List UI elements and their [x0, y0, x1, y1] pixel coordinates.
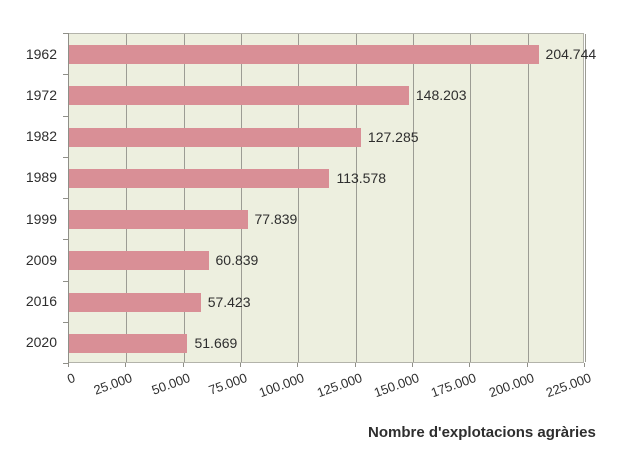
bar-2020 — [69, 333, 188, 353]
x-axis-tick — [469, 363, 471, 367]
bar-value-label: 148.203 — [415, 87, 467, 104]
x-axis-tick — [182, 363, 184, 367]
gridline — [527, 34, 529, 362]
y-axis-label: 1989 — [25, 169, 57, 186]
y-axis-tick — [63, 239, 68, 241]
gridline — [126, 34, 128, 362]
y-axis-tick — [63, 115, 68, 117]
bar-value-label: 113.578 — [336, 169, 387, 186]
x-axis-tick — [526, 363, 528, 367]
y-axis-label: 1972 — [25, 86, 57, 103]
bar-2009 — [69, 251, 209, 271]
y-axis-tick — [63, 321, 68, 323]
gridline — [413, 34, 414, 362]
bar-1982 — [69, 127, 361, 147]
x-axis-tick — [584, 363, 585, 367]
x-axis-tick — [412, 363, 413, 367]
bar-value-label: 127.285 — [367, 128, 419, 145]
gridline — [298, 34, 300, 362]
x-axis-tick — [240, 363, 241, 367]
y-axis-label: 2016 — [25, 293, 57, 310]
bar-value-label: 77.839 — [254, 211, 298, 228]
y-axis-label: 1982 — [25, 128, 57, 145]
y-axis-tick — [63, 156, 68, 158]
x-axis-tick — [68, 363, 69, 367]
y-axis-label: 2009 — [25, 251, 57, 268]
y-axis-tick — [63, 198, 68, 199]
bar-value-label: 51.669 — [194, 334, 238, 351]
y-axis-tick — [63, 33, 68, 34]
gridline — [241, 34, 242, 362]
bar-1999 — [69, 210, 248, 230]
y-axis-label: 2020 — [25, 334, 57, 351]
y-axis-tick — [63, 363, 68, 364]
gridline — [183, 34, 185, 362]
y-axis-line — [68, 33, 69, 363]
y-axis-tick — [63, 74, 68, 76]
y-axis-tick — [63, 280, 68, 282]
bar-value-label: 57.423 — [207, 293, 251, 310]
bar-value-label: 204.744 — [545, 46, 597, 63]
x-axis-title: Nombre d'explotacions agràries — [368, 424, 596, 441]
gridline — [470, 34, 472, 362]
x-axis-tick — [125, 363, 127, 367]
gridline — [585, 34, 586, 362]
gridline — [355, 34, 357, 362]
bar-1962 — [69, 45, 539, 65]
x-axis-tick — [297, 363, 299, 367]
plot-area: 204.744 148.203 127.285 113.578 77.839 60.839… — [68, 33, 596, 363]
bar-1989 — [69, 168, 330, 188]
bar-2016 — [69, 292, 201, 312]
y-axis-label: 1999 — [25, 210, 57, 227]
bar-1972 — [69, 86, 409, 106]
bar-value-label: 60.839 — [215, 252, 259, 269]
y-axis-label: 1962 — [25, 45, 57, 62]
x-axis-tick — [354, 363, 356, 367]
